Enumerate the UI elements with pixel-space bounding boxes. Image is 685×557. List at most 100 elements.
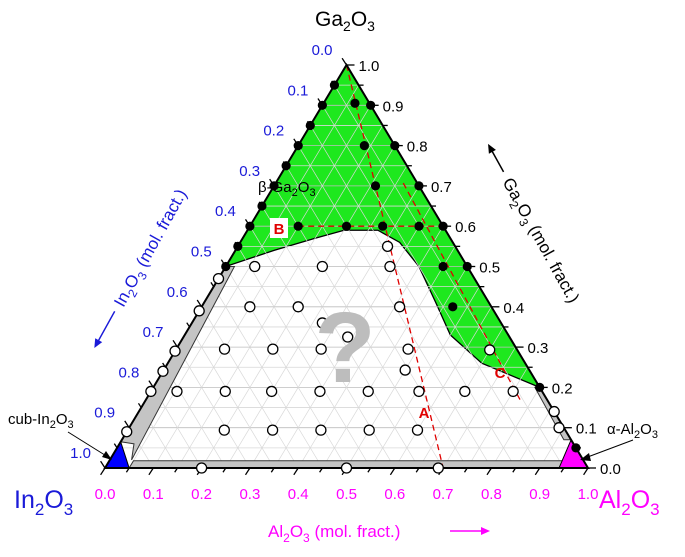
open-data-point — [399, 364, 411, 376]
filled-data-point — [257, 201, 267, 211]
open-data-point — [267, 343, 279, 355]
filled-data-point — [233, 241, 243, 251]
filled-data-point — [448, 302, 458, 312]
tick-al — [100, 467, 106, 476]
bottom-axis-title: Al2O3 (mol. fract.) — [268, 522, 490, 545]
open-data-point — [219, 385, 231, 398]
open-data-point — [145, 385, 157, 398]
right-vertex-label: Al2O3 — [599, 486, 660, 519]
grid-line-in — [273, 185, 444, 469]
filled-data-point — [305, 120, 315, 131]
tick-in — [341, 57, 348, 66]
open-data-point — [292, 301, 304, 313]
open-data-point — [218, 424, 230, 436]
tick-label-in: 0.5 — [191, 244, 212, 261]
tick-label-al: 0.7 — [433, 486, 454, 503]
grid-line-al — [177, 125, 384, 469]
tick-label-ga: 0.1 — [576, 421, 597, 438]
tick-al — [560, 467, 565, 473]
tick-label-in: 0.7 — [143, 324, 164, 341]
filled-data-point — [390, 141, 400, 151]
grid-line-in — [213, 286, 323, 469]
tick-label-in: 0.3 — [239, 163, 260, 180]
open-data-point — [171, 385, 183, 398]
tick-label-al: 0.2 — [191, 486, 212, 503]
tick-in — [137, 402, 142, 408]
bottom-axis-arrowhead — [481, 527, 490, 535]
line-b-label-box — [270, 218, 288, 238]
grid-line-al — [515, 407, 553, 469]
open-data-point — [363, 424, 375, 436]
left-axis-arrow — [96, 310, 116, 344]
open-data-point — [266, 424, 279, 436]
filled-data-point — [293, 141, 303, 151]
tick-label-al: 0.3 — [239, 486, 260, 503]
tick-label-al: 0.4 — [288, 486, 309, 503]
tick-label-in: 0.6 — [167, 284, 188, 301]
grid-line-al — [322, 246, 456, 469]
tick-label-al: 0.0 — [95, 486, 116, 503]
tick-al — [389, 467, 396, 476]
alpha-phase-pointer — [584, 439, 634, 459]
open-data-point — [157, 365, 169, 377]
filled-data-point — [571, 443, 581, 453]
beta-phase-label: β-Ga2O3 — [258, 179, 316, 199]
dashed-line-c — [402, 182, 521, 401]
tick-in — [210, 282, 215, 288]
open-data-point — [393, 301, 406, 313]
open-data-point — [315, 424, 327, 436]
line-b-label: B — [274, 221, 285, 238]
filled-data-point — [462, 261, 472, 272]
open-data-point — [507, 385, 519, 398]
grid-line-al — [128, 84, 359, 469]
line-c-label: C — [495, 365, 506, 382]
open-data-point — [340, 462, 353, 474]
open-data-point — [411, 424, 424, 436]
tick-al — [319, 467, 323, 473]
tick-al — [512, 467, 517, 473]
tick-label-ga: 0.5 — [479, 260, 500, 277]
svg-text:Al2O3 (mol. fract.): Al2O3 (mol. fract.) — [268, 522, 400, 545]
left-vertex-label: In2O3 — [14, 486, 73, 519]
tick-label-al: 0.9 — [529, 486, 550, 503]
tick-label-ga: 0.6 — [455, 219, 476, 236]
right-axis-title: Ga2O3 (mol. fract.) — [488, 143, 583, 309]
open-data-point — [218, 343, 231, 355]
open-data-point — [244, 301, 256, 313]
filled-data-point — [245, 221, 255, 231]
open-data-point — [195, 462, 208, 474]
tick-al — [534, 467, 541, 476]
tick-label-al: 0.8 — [481, 486, 502, 503]
open-data-point — [484, 344, 496, 356]
grid-line-al — [370, 286, 480, 469]
tick-al — [367, 467, 372, 473]
filled-data-point — [535, 382, 545, 392]
grid-line-in — [322, 105, 541, 469]
open-data-point — [169, 345, 181, 357]
grid-line-in — [285, 165, 468, 469]
svg-text:α-Al2O3: α-Al2O3 — [607, 421, 658, 441]
cub-phase-arrowhead — [102, 451, 112, 460]
tick-in — [100, 460, 106, 469]
open-data-point — [249, 260, 261, 273]
tick-label-ga: 1.0 — [359, 58, 380, 75]
tick-label-ga: 0.7 — [431, 179, 452, 196]
tick-al — [125, 467, 130, 473]
svg-text:cub-In2O3: cub-In2O3 — [8, 411, 74, 431]
tick-al — [244, 467, 251, 476]
open-data-point — [362, 385, 374, 398]
tick-labels-layer: 0.0 0.0 0.0 0.1 0.1 0.1 0.2 0.2 0.2 0.3 0.3 0.3 0.4 0… — [70, 42, 621, 503]
open-data-point — [212, 272, 225, 285]
filled-data-point — [438, 221, 448, 231]
tick-al — [486, 467, 492, 476]
filled-data-point — [329, 80, 340, 90]
tick-label-ga: 0.9 — [383, 98, 404, 115]
tick-label-ga: 0.2 — [552, 380, 573, 397]
open-data-point — [315, 343, 327, 355]
grid-line-in — [309, 125, 516, 469]
svg-text:Ga2O3 (mol. fract.): Ga2O3 (mol. fract.) — [495, 175, 583, 309]
tick-label-ga: 0.8 — [407, 139, 428, 156]
grid-line-al — [466, 367, 528, 469]
tick-label-in: 0.1 — [287, 82, 308, 99]
line-a-label: A — [419, 405, 430, 422]
